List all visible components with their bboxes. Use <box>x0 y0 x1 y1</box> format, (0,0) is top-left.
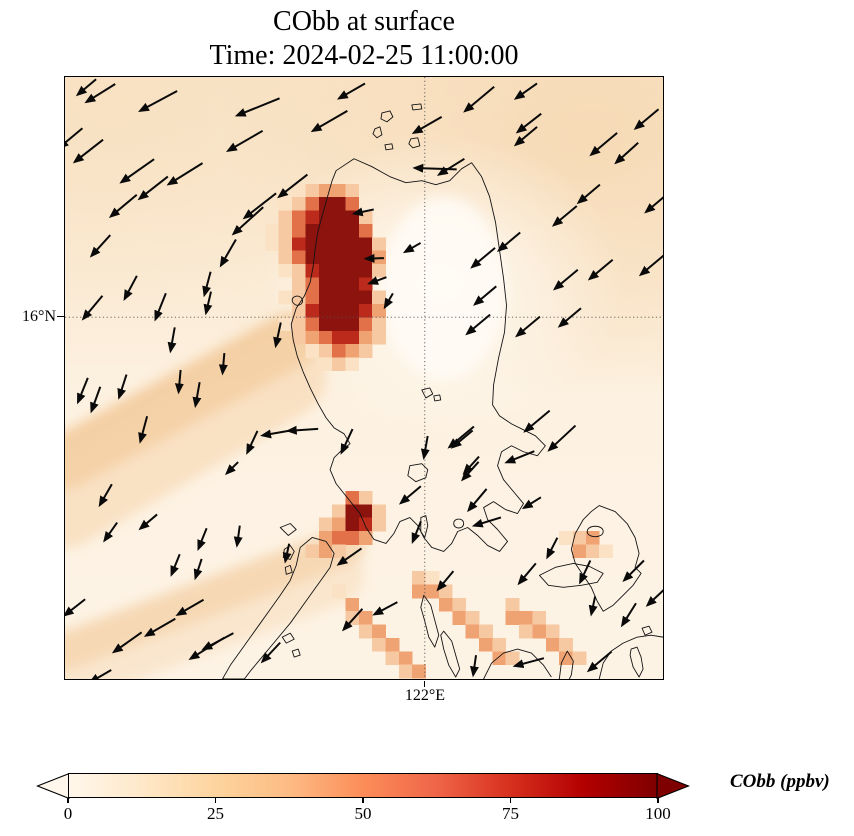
colorbar-tick-label: 0 <box>63 804 73 823</box>
longitude-tick-mark <box>424 681 426 687</box>
colorbar-right-arrow <box>656 772 690 799</box>
colorbar-tick-mark <box>509 798 512 803</box>
map-plot <box>64 76 664 680</box>
colorbar-tick-label: 100 <box>645 804 671 823</box>
colorbar-bar <box>68 773 658 798</box>
heatmap-cell-layer <box>265 183 613 679</box>
wind-quiver-layer <box>65 78 663 679</box>
colorbar-tick-label: 75 <box>502 804 519 823</box>
colorbar-tick-mark <box>214 798 217 803</box>
latitude-tick-mark <box>57 316 64 318</box>
colorbar: CObb (ppbv) 0 25 50 75 100 <box>0 760 854 836</box>
map-svg <box>65 77 663 679</box>
colorbar-tick-label: 50 <box>354 804 372 823</box>
colorbar-tick-mark <box>362 798 364 803</box>
colorbar-tick-label: 25 <box>207 804 224 823</box>
coastline-layer <box>222 103 663 679</box>
longitude-tick-label: 122°E <box>404 687 446 704</box>
plot-subtitle: Time: 2024-02-25 11:00:00 <box>209 40 519 71</box>
gridline-layer <box>65 77 663 679</box>
colorbar-tick-mark <box>657 798 659 803</box>
colorbar-title: CObb (ppbv) <box>730 771 830 792</box>
colorbar-tick-mark <box>67 798 69 803</box>
latitude-tick-label: 16°N <box>22 308 56 325</box>
colorbar-left-arrow <box>36 772 70 799</box>
plot-title: CObb at surface <box>273 6 455 37</box>
